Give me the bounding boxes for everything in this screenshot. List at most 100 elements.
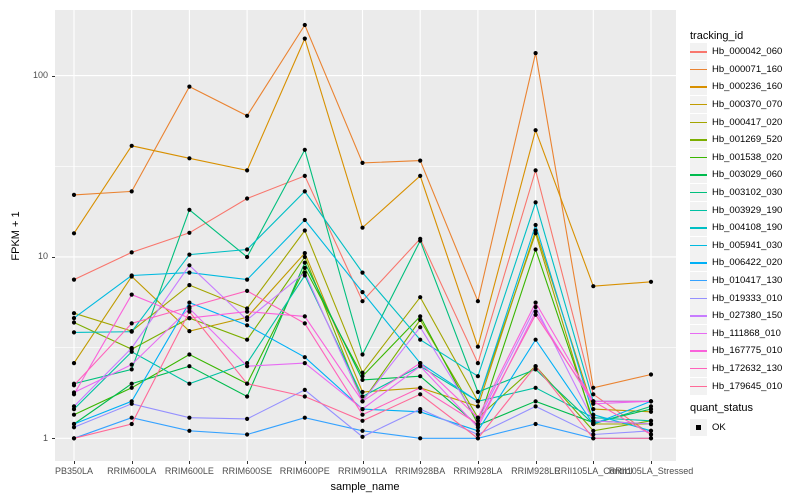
data-point	[648, 428, 654, 433]
data-point	[71, 361, 77, 366]
data-point	[187, 230, 192, 235]
data-point	[129, 362, 134, 367]
legend-key-line-icon	[690, 244, 707, 247]
data-point	[129, 292, 134, 297]
x-tick-mark	[420, 461, 422, 464]
legend-key	[690, 289, 707, 307]
x-tick-mark	[247, 461, 249, 464]
x-tick-mark	[593, 461, 595, 464]
data-point	[648, 436, 654, 441]
data-point	[187, 283, 192, 288]
data-point	[533, 247, 538, 252]
legend-key-line-icon	[690, 280, 707, 282]
data-point	[418, 364, 423, 369]
data-point	[302, 265, 307, 270]
x-tick-mark	[362, 461, 364, 464]
legend-item: Hb_000236_160	[690, 78, 782, 96]
data-point	[418, 317, 423, 322]
data-point	[533, 231, 538, 236]
data-point	[71, 192, 77, 197]
legend-key	[690, 377, 707, 395]
data-point	[475, 415, 480, 420]
data-point	[302, 321, 307, 326]
data-point	[648, 372, 654, 377]
quant-legend-item-label: OK	[712, 422, 726, 434]
data-point	[360, 434, 365, 439]
legend-item: Hb_004108_190	[690, 219, 782, 237]
data-point	[418, 337, 423, 342]
legend-item: Hb_010417_130	[690, 272, 782, 290]
legend-key	[690, 43, 707, 61]
data-point	[245, 113, 250, 118]
data-point	[591, 412, 596, 417]
data-point	[591, 418, 596, 423]
data-point	[71, 421, 77, 427]
data-point	[245, 416, 250, 421]
data-point	[418, 325, 423, 330]
data-point	[71, 231, 77, 236]
legend-item-label: Hb_000370_070	[712, 99, 783, 111]
data-point	[360, 270, 365, 275]
tracking-legend-items: Hb_000042_060 Hb_000071_160 Hb_000236_160 H…	[690, 43, 782, 395]
legend-key	[690, 184, 707, 202]
data-point	[245, 364, 250, 369]
x-axis-title: sample_name	[330, 481, 400, 493]
data-point	[648, 432, 654, 437]
legend-item-label: Hb_006422_020	[712, 257, 783, 269]
data-point	[302, 387, 307, 392]
legend-key	[690, 307, 707, 325]
legend-item: Hb_000071_160	[690, 60, 782, 79]
data-point	[533, 421, 538, 427]
data-point	[418, 361, 423, 366]
data-point	[475, 421, 480, 427]
data-point	[591, 407, 596, 412]
data-point	[533, 404, 538, 409]
data-point	[187, 84, 192, 89]
data-point	[187, 415, 192, 420]
x-tick-label: PB350LA	[54, 466, 94, 476]
data-point	[475, 374, 480, 379]
data-point	[360, 394, 365, 399]
data-point	[591, 421, 596, 427]
data-point	[71, 330, 77, 335]
legend-key-line-icon	[690, 209, 707, 212]
plot-panel	[55, 10, 676, 461]
data-point	[475, 399, 480, 404]
data-point	[245, 381, 250, 386]
data-point	[129, 367, 134, 372]
data-point	[302, 254, 307, 260]
data-point	[71, 392, 77, 397]
data-point	[71, 412, 77, 417]
y-axis-title: FPKM + 1	[10, 211, 22, 261]
legend-item: Hb_003029_060	[690, 166, 782, 184]
data-point	[475, 428, 480, 433]
x-tick-mark	[477, 461, 479, 464]
data-point	[129, 250, 134, 255]
data-point	[245, 432, 250, 437]
x-tick-label: RRIM928LE	[511, 466, 561, 476]
legend-item: Hb_172632_130	[690, 359, 782, 378]
data-point	[648, 421, 654, 427]
plot-svg	[55, 10, 676, 461]
data-point	[418, 314, 423, 319]
legend-key-line-icon	[690, 315, 707, 317]
data-point	[302, 260, 307, 265]
legend-key	[690, 131, 707, 149]
data-point	[129, 421, 134, 427]
data-point	[475, 425, 480, 430]
legend-item-label: Hb_003029_060	[712, 169, 783, 181]
legend-key	[690, 236, 707, 254]
data-point	[418, 374, 423, 379]
legend-key-line-icon	[690, 332, 707, 335]
data-point	[129, 381, 134, 386]
data-point	[245, 361, 250, 366]
data-point	[360, 370, 365, 375]
legend-key	[690, 219, 707, 237]
data-point	[71, 425, 77, 430]
data-point	[475, 432, 480, 437]
legend-item-label: Hb_005941_030	[712, 239, 783, 251]
data-point	[245, 196, 250, 201]
data-point	[533, 312, 538, 317]
legend-item-label: Hb_003929_190	[712, 204, 783, 216]
data-point	[187, 263, 192, 268]
